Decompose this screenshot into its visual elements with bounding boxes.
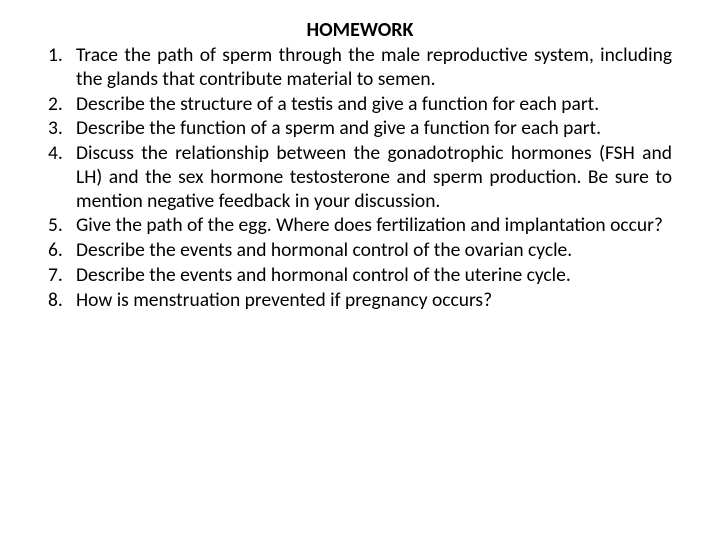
homework-list: Trace the path of sperm through the male… [48, 44, 672, 313]
list-item: Give the path of the egg. Where does fer… [48, 214, 672, 238]
list-item: Describe the function of a sperm and giv… [48, 117, 672, 141]
list-item: Describe the events and hormonal control… [48, 264, 672, 288]
list-item: How is menstruation prevented if pregnan… [48, 289, 672, 313]
list-item: Describe the events and hormonal control… [48, 239, 672, 263]
list-item: Discuss the relationship between the gon… [48, 142, 672, 213]
page-title: HOMEWORK [48, 18, 672, 42]
list-item: Describe the structure of a testis and g… [48, 93, 672, 117]
list-item: Trace the path of sperm through the male… [48, 44, 672, 92]
